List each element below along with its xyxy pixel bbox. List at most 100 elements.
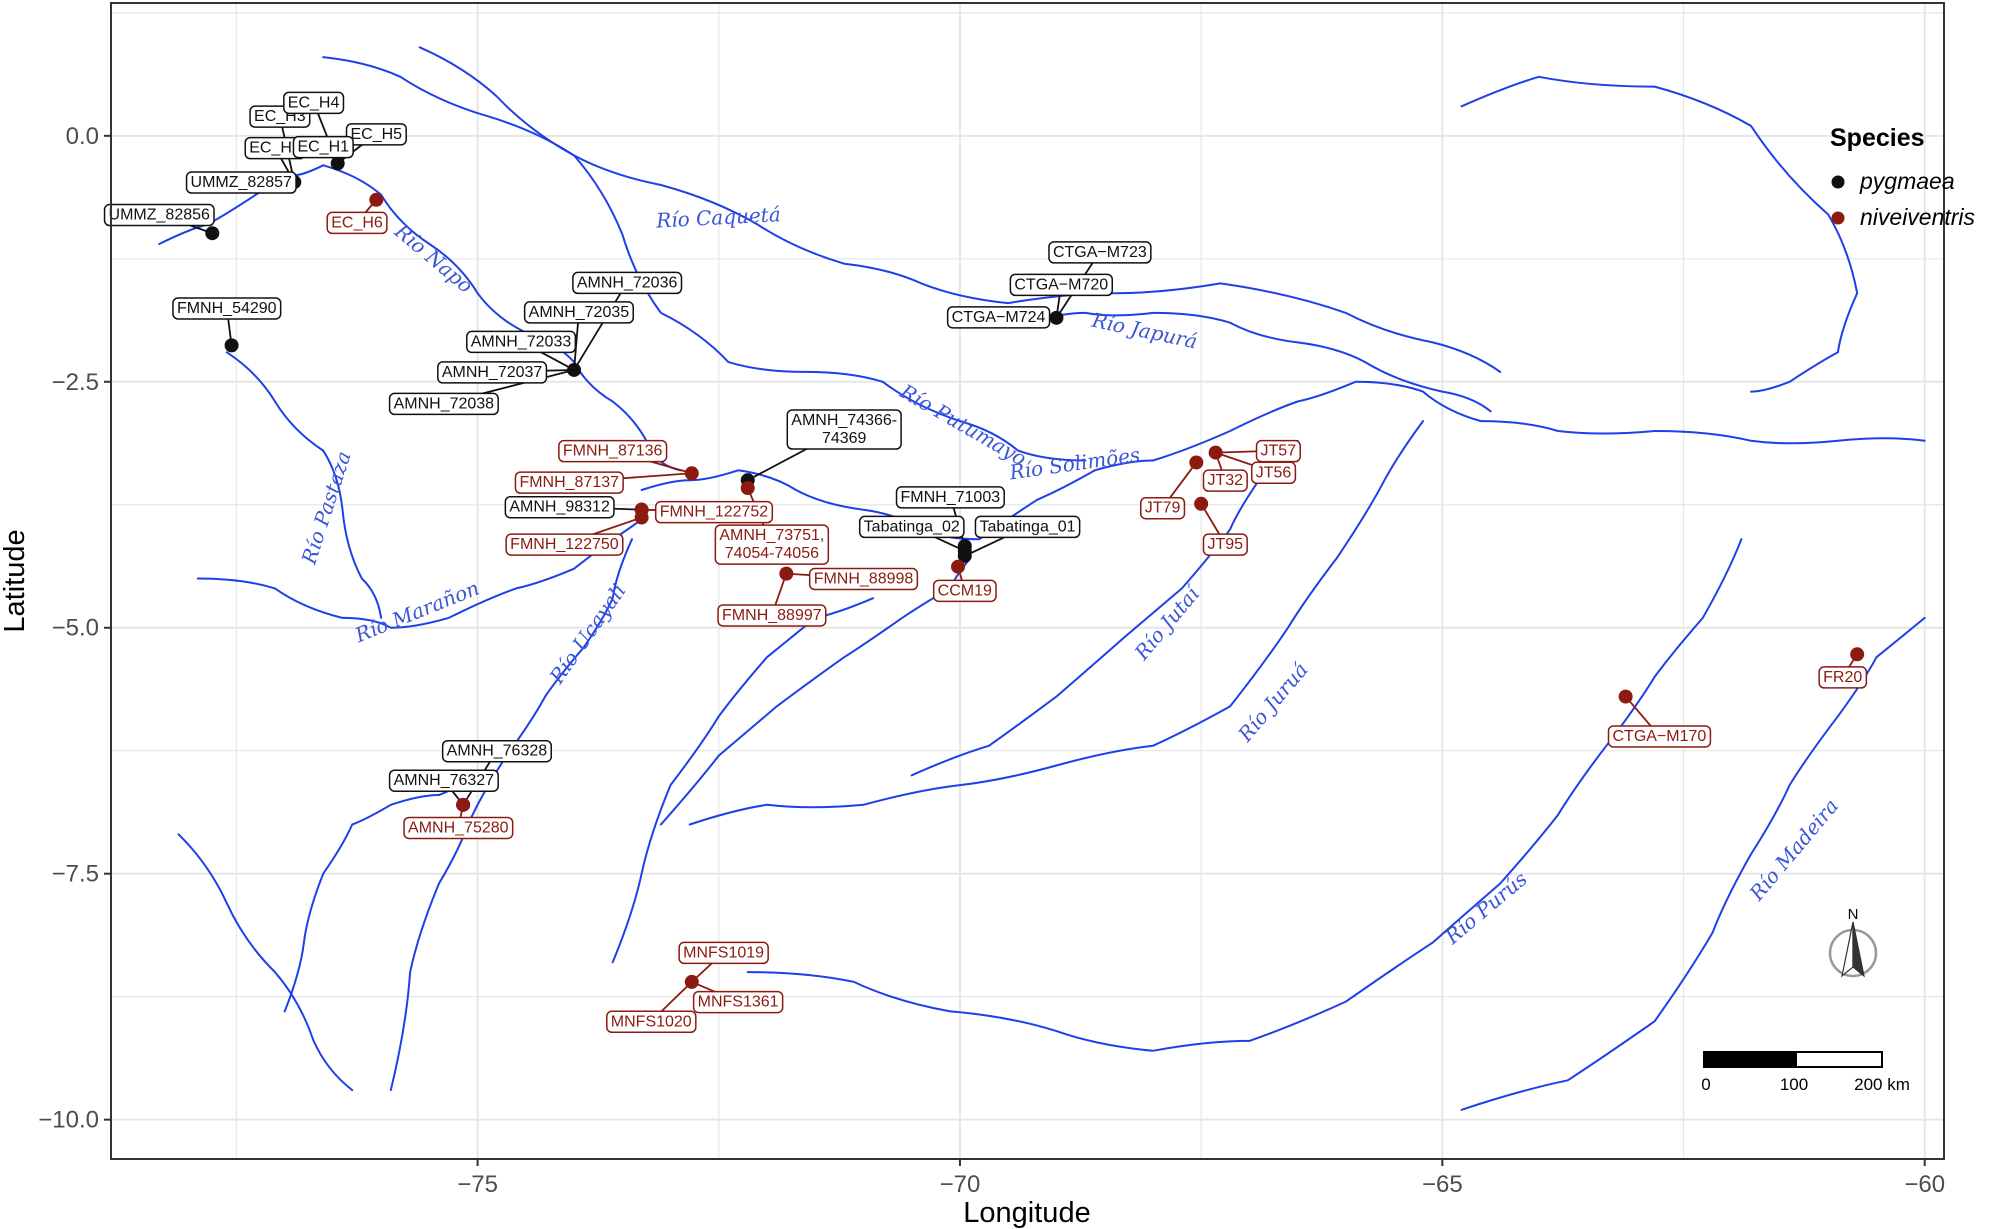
label-line: FMNH_122750 xyxy=(510,536,619,553)
specimen-label-text: JT95 xyxy=(1207,536,1243,553)
label-box xyxy=(558,439,668,463)
specimen-label: FMNH_71003 xyxy=(895,486,1005,509)
specimen-label-text: UMMZ_82856 xyxy=(109,207,210,224)
specimen-label-text: CTGA−M170 xyxy=(1612,728,1706,745)
label-box xyxy=(292,135,354,159)
river-line xyxy=(746,538,1743,1052)
specimen-label: EC_H6 xyxy=(326,211,388,235)
label-line: UMMZ_82857 xyxy=(191,174,292,191)
specimen-label-text: FMNH_71003 xyxy=(901,489,1001,506)
plot-panel-border xyxy=(110,2,1945,1160)
scale-bar: 0 100 200 km xyxy=(1701,1051,1910,1094)
specimen-label: Tabatinga_01 xyxy=(974,515,1081,539)
label-box xyxy=(1250,461,1297,485)
label-box xyxy=(1048,241,1152,264)
legend-label-pygmaea: pygmaea xyxy=(1859,168,1955,194)
legend: Species pygmaea niveiventris xyxy=(1830,124,1976,230)
legend-title: Species xyxy=(1830,124,1925,152)
scale-label-200km: 200 km xyxy=(1854,1075,1910,1094)
label-line: AMNH_72033 xyxy=(471,333,572,350)
specimen-label-text: JT56 xyxy=(1256,464,1292,481)
legend-key-niveiventris xyxy=(1831,211,1845,225)
specimen-point xyxy=(779,566,794,581)
specimen-point xyxy=(951,559,966,574)
label-line: CCM19 xyxy=(938,582,992,599)
label-box xyxy=(946,306,1051,329)
specimen-label: JT95 xyxy=(1202,533,1248,556)
label-box xyxy=(606,1010,697,1034)
label-line: Tabatinga_01 xyxy=(979,518,1075,535)
specimen-label: FR20 xyxy=(1818,666,1868,689)
label-line: FMNH_87137 xyxy=(519,474,619,491)
label-box xyxy=(103,203,215,227)
specimen-label-text: EC_H6 xyxy=(331,214,383,231)
specimen-label-text: MNFS1019 xyxy=(683,944,764,961)
label-box xyxy=(692,990,784,1014)
specimen-label: CTGA−M724 xyxy=(946,306,1051,329)
specimen-label: AMNH_73751, 74054-74056 xyxy=(714,524,830,565)
label-box xyxy=(654,500,774,524)
legend-key-pygmaea xyxy=(1831,175,1845,189)
leader-line xyxy=(573,281,628,371)
label-box xyxy=(786,409,902,450)
specimen-label-text: JT79 xyxy=(1145,500,1181,517)
specimen-label-text: FMNH_122750 xyxy=(510,536,619,553)
label-box xyxy=(714,524,830,565)
label-line: FMNH_54290 xyxy=(177,300,277,317)
specimen-label: AMNH_72033 xyxy=(466,330,577,354)
river-line xyxy=(1026,311,1492,413)
label-box xyxy=(441,739,552,763)
label-line: JT95 xyxy=(1207,536,1243,553)
specimen-label: Tabatinga_02 xyxy=(858,515,965,539)
specimen-label-text: EC_H2 xyxy=(249,140,301,157)
label-box xyxy=(345,123,407,146)
specimen-label: EC_H1 xyxy=(292,135,354,159)
label-line: AMNH_74366- xyxy=(791,412,897,429)
specimen-label-text: FMNH_87136 xyxy=(563,443,663,460)
river-line xyxy=(283,774,479,1013)
y-axis-title: Latitude xyxy=(0,529,31,632)
scale-label-0: 0 xyxy=(1701,1075,1710,1094)
specimen-label-text: FMNH_87137 xyxy=(519,474,619,491)
label-box xyxy=(1202,533,1248,556)
label-line: Tabatinga_02 xyxy=(864,518,960,535)
specimen-point xyxy=(740,481,755,496)
specimen-label: AMNH_76328 xyxy=(441,739,552,763)
specimen-label: JT57 xyxy=(1255,439,1301,463)
specimen-label: AMNH_74366-74369 xyxy=(786,409,902,450)
specimen-label: CCM19 xyxy=(932,579,997,603)
label-line: JT57 xyxy=(1261,443,1297,460)
specimen-label-text: AMNH_76328 xyxy=(447,743,548,760)
label-line: CTGA−M724 xyxy=(952,309,1046,326)
label-box xyxy=(1818,666,1868,689)
specimen-point xyxy=(1850,647,1865,662)
specimen-point xyxy=(684,466,699,481)
x-tick-label: −70 xyxy=(940,1171,981,1198)
specimen-point xyxy=(456,797,471,812)
label-box xyxy=(858,515,965,539)
label-box xyxy=(678,941,769,965)
specimen-label: MNFS1019 xyxy=(678,941,769,965)
label-line: FMNH_71003 xyxy=(901,489,1001,506)
specimen-point xyxy=(1189,455,1204,470)
specimen-point xyxy=(224,338,239,353)
specimen-label-text: FR20 xyxy=(1823,669,1862,686)
specimen-label-text: Tabatinga_01 xyxy=(979,518,1075,535)
specimen-label: JT32 xyxy=(1202,469,1248,492)
specimen-label: JT79 xyxy=(1140,496,1186,520)
specimen-label: MNFS1361 xyxy=(692,990,784,1014)
specimen-point xyxy=(567,362,582,377)
specimen-point xyxy=(1049,310,1064,325)
y-tick-label: −7.5 xyxy=(52,861,99,888)
specimen-label-text: AMNH_74366-74369 xyxy=(791,412,897,447)
specimen-label: EC_H2 xyxy=(244,136,306,160)
specimen-label-text: Tabatinga_02 xyxy=(864,518,960,535)
label-line: EC_H4 xyxy=(288,94,340,111)
specimen-point xyxy=(369,192,384,207)
specimen-label-text: JT57 xyxy=(1261,443,1297,460)
specimen-label-text: EC_H4 xyxy=(288,94,340,111)
label-box xyxy=(388,392,499,416)
specimen-label: EC_H4 xyxy=(283,91,345,115)
river-line xyxy=(177,833,354,1092)
y-tick-label: −2.5 xyxy=(52,369,99,396)
